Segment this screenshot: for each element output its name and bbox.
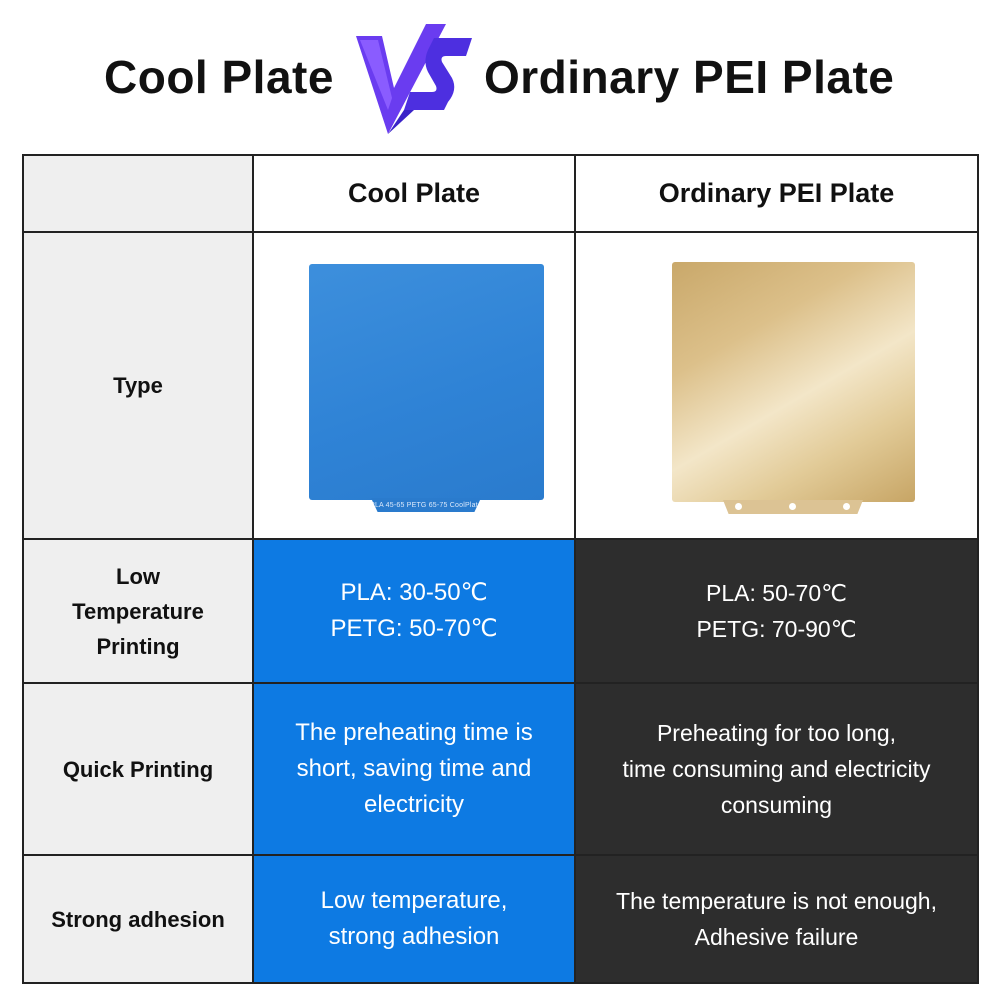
row-label-low-temperature: Low Temperature Printing xyxy=(22,538,254,684)
pei-plate-title: Ordinary PEI Plate xyxy=(484,51,895,103)
pei-plate-quick-cell: Preheating for too long, time consuming … xyxy=(574,682,979,856)
pei-plate-temperature-cell: PLA: 50-70℃ PETG: 70-90℃ xyxy=(574,538,979,684)
row-label-quick-printing: Quick Printing xyxy=(22,682,254,856)
tab-hole xyxy=(789,503,796,510)
vs-logo-icon xyxy=(356,24,472,134)
pei-plate-image xyxy=(672,262,915,502)
table-row-quick-printing: Quick Printing The preheating time is sh… xyxy=(22,682,979,856)
cool-plate-image-cell: PLA 45-65 PETG 65-75 CoolPlate xyxy=(252,231,576,540)
comparison-header: Cool Plate Ordinary PEI Plate xyxy=(0,0,1000,150)
table-header-row: Cool Plate Ordinary PEI Plate xyxy=(22,154,979,233)
cool-plate-tab-text: PLA 45-65 PETG 65-75 CoolPlate xyxy=(370,501,482,509)
cool-plate-quick-cell: The preheating time is short, saving tim… xyxy=(252,682,576,856)
tab-hole xyxy=(735,503,742,510)
table-row-strong-adhesion: Strong adhesion Low temperature, strong … xyxy=(22,854,979,984)
cool-plate-temperature-cell: PLA: 30-50℃ PETG: 50-70℃ xyxy=(252,538,576,684)
row-label-type: Type xyxy=(22,231,254,540)
row-label-strong-adhesion: Strong adhesion xyxy=(22,854,254,984)
pei-plate-adhesion-cell: The temperature is not enough, Adhesive … xyxy=(574,854,979,984)
cool-plate-title: Cool Plate xyxy=(104,51,334,103)
cool-plate-adhesion-cell: Low temperature, strong adhesion xyxy=(252,854,576,984)
tab-hole xyxy=(843,503,850,510)
empty-corner-cell xyxy=(22,154,254,233)
column-header-pei-plate: Ordinary PEI Plate xyxy=(574,154,979,233)
table-row-type: Type PLA 45-65 PETG 65-75 CoolPlate xyxy=(22,231,979,540)
pei-plate-image-cell xyxy=(574,231,979,540)
column-header-cool-plate: Cool Plate xyxy=(252,154,576,233)
table-row-low-temperature: Low Temperature Printing PLA: 30-50℃ PET… xyxy=(22,538,979,684)
cool-plate-tab: PLA 45-65 PETG 65-75 CoolPlate xyxy=(371,498,481,512)
pei-plate-tab xyxy=(723,500,863,514)
cool-plate-image xyxy=(309,264,544,500)
comparison-table: Cool Plate Ordinary PEI Plate Type PLA 4… xyxy=(22,154,979,984)
